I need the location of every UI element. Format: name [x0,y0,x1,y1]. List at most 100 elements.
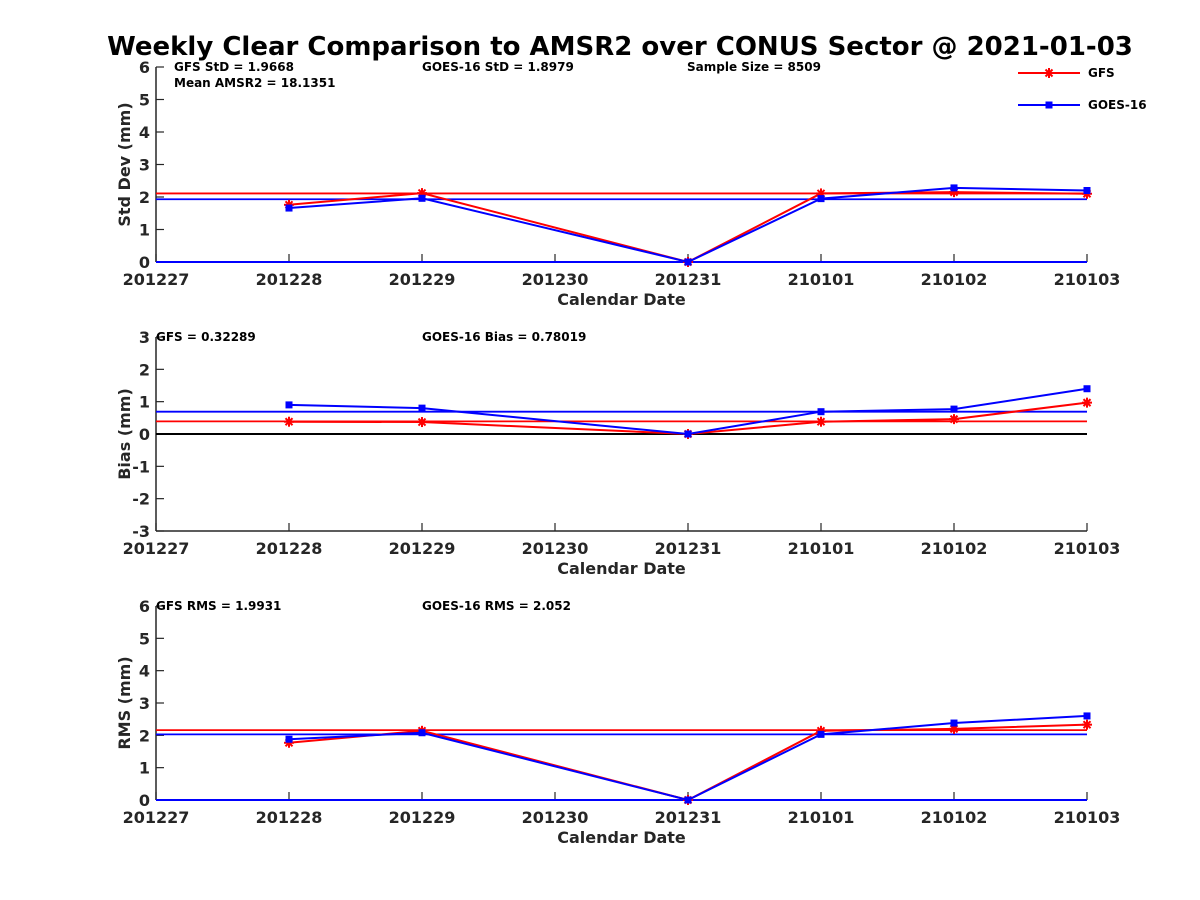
data-point-goes16 [285,735,293,743]
x-tick-label: 210103 [1054,808,1121,827]
data-point-gfs [949,414,959,425]
data-point-goes16 [1083,187,1091,194]
x-tick-label: 201231 [655,808,722,827]
data-point-goes16 [285,401,293,409]
y-tick-label: -2 [132,490,150,509]
data-point-goes16 [950,405,958,413]
series-line-gfs [288,191,1088,264]
data-point-gfs [1082,397,1092,408]
data-point-goes16 [1083,712,1091,720]
legend-goes16-label: GOES-16 [1088,98,1147,112]
stat-annotation: GFS RMS = 1.9931 [156,599,281,613]
y-tick-label: 4 [139,662,150,681]
x-tick-label: 210103 [1054,539,1121,558]
x-tick-label: 210101 [788,808,855,827]
legend-goes16-square-icon [1045,101,1053,109]
data-point-goes16 [817,730,825,738]
series-line-goes16 [288,714,1088,802]
stat-annotation: GOES-16 Bias = 0.78019 [422,330,586,344]
y-tick-label: 2 [139,726,150,745]
y-tick-label: 1 [139,759,150,778]
y-tick-label: 5 [139,91,150,110]
y-axis-label: RMS (mm) [115,656,134,749]
data-point-goes16 [950,719,958,727]
x-tick-label: 201229 [389,808,456,827]
y-tick-label: 3 [139,694,150,713]
y-tick-label: 6 [139,597,150,616]
x-tick-label: 201229 [389,270,456,289]
y-tick-label: 3 [139,156,150,175]
data-point-goes16 [418,404,426,412]
x-axis-label: Calendar Date [557,559,686,578]
stat-annotation: GOES-16 StD = 1.8979 [422,60,574,74]
data-point-goes16 [950,184,958,192]
figure-title: Weekly Clear Comparison to AMSR2 over CO… [107,32,1133,62]
data-point-goes16 [1083,385,1091,393]
x-tick-label: 201231 [655,539,722,558]
x-tick-label: 210103 [1054,270,1121,289]
y-tick-label: -1 [132,457,150,476]
y-tick-label: 0 [139,791,150,810]
series-line-goes16 [288,387,1088,436]
y-tick-label: 2 [139,360,150,379]
legend-gfs-marker [1044,68,1054,78]
series-line-goes16 [288,186,1088,264]
x-axis-label: Calendar Date [557,828,686,847]
stat-annotation: GOES-16 RMS = 2.052 [422,599,571,613]
data-point-goes16 [684,796,692,804]
data-point-goes16 [817,195,825,203]
y-axis-label: Bias (mm) [115,388,134,480]
y-tick-label: 0 [139,425,150,444]
bias-panel: -3 -2 -1 0 1 2 3 201227 201228 201229 201230 201231… [115,328,1120,578]
stat-annotation: GFS StD = 1.9668 [174,60,294,74]
legend-goes16-marker [1045,101,1053,109]
x-tick-label: 210101 [788,539,855,558]
x-tick-label: 201227 [123,270,190,289]
series-line-gfs [288,723,1088,802]
data-point-goes16 [684,430,692,438]
y-axis-label: Std Dev (mm) [115,102,134,226]
data-point-goes16 [285,204,293,212]
y-tick-label: 1 [139,393,150,412]
data-point-goes16 [817,408,825,416]
x-tick-label: 201231 [655,270,722,289]
x-tick-label: 210102 [921,808,988,827]
stat-annotation: GFS = 0.32289 [156,330,256,344]
y-tick-label: -3 [132,522,150,541]
x-tick-label: 210102 [921,270,988,289]
y-tick-label: 1 [139,221,150,240]
rms-panel: 0 1 2 3 4 5 6 201227 201228 201229 201230 201231 210… [115,597,1120,847]
stat-annotation: Sample Size = 8509 [687,60,821,74]
x-tick-label: 210101 [788,270,855,289]
data-point-gfs [1082,719,1092,730]
x-axis-label: Calendar Date [557,290,686,309]
y-tick-label: 5 [139,629,150,648]
y-tick-label: 6 [139,58,150,77]
x-tick-label: 201227 [123,808,190,827]
x-tick-label: 210102 [921,539,988,558]
legend: GFS GOES-16 [1018,66,1147,112]
data-point-gfs [284,416,294,427]
std-dev-panel: 0 1 2 3 4 5 6 201227 201228 201229 201230 201231 210… [115,58,1120,309]
data-point-goes16 [418,729,426,737]
data-point-goes16 [418,194,426,202]
x-tick-label: 201228 [256,270,323,289]
data-point-goes16 [684,258,692,266]
x-tick-label: 201230 [522,808,589,827]
data-point-gfs [816,416,826,427]
x-tick-label: 201229 [389,539,456,558]
y-tick-label: 2 [139,188,150,207]
x-tick-label: 201228 [256,808,323,827]
y-tick-label: 4 [139,123,150,142]
x-tick-label: 201230 [522,270,589,289]
stat-annotation: Mean AMSR2 = 18.1351 [174,76,335,90]
legend-gfs-label: GFS [1088,66,1115,80]
y-tick-label: 0 [139,253,150,272]
legend-gfs-asterisk-icon [1044,68,1054,78]
x-tick-label: 201230 [522,539,589,558]
x-tick-label: 201227 [123,539,190,558]
series-line-gfs [288,401,1088,436]
y-tick-label: 3 [139,328,150,347]
data-point-gfs [417,417,427,428]
